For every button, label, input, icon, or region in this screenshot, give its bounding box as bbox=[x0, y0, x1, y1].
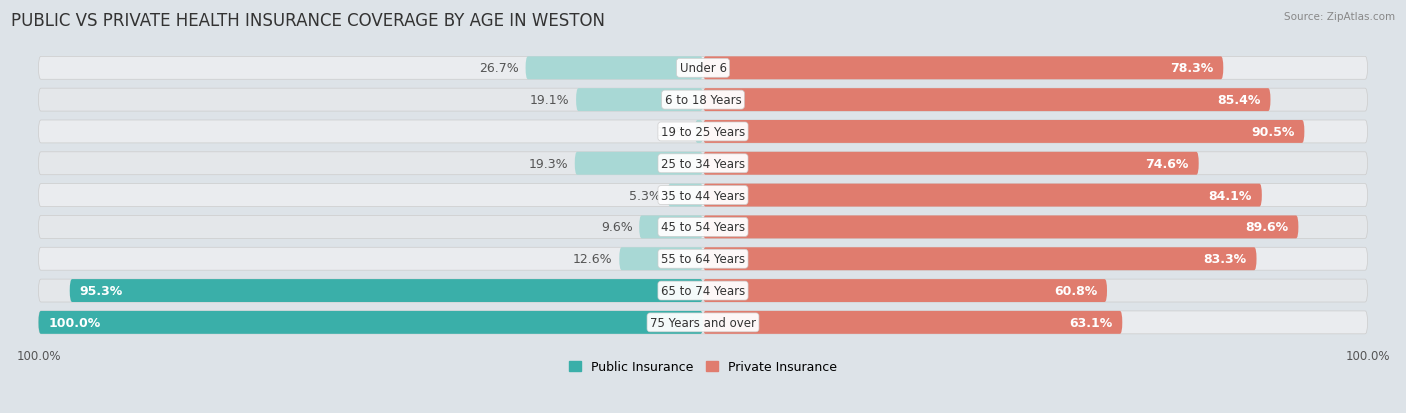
Legend: Public Insurance, Private Insurance: Public Insurance, Private Insurance bbox=[564, 355, 842, 378]
Text: 100.0%: 100.0% bbox=[48, 316, 101, 329]
Text: 35 to 44 Years: 35 to 44 Years bbox=[661, 189, 745, 202]
Text: 26.7%: 26.7% bbox=[479, 62, 519, 75]
FancyBboxPatch shape bbox=[703, 184, 1261, 207]
Text: 89.6%: 89.6% bbox=[1246, 221, 1288, 234]
FancyBboxPatch shape bbox=[526, 57, 703, 80]
FancyBboxPatch shape bbox=[38, 184, 1368, 207]
FancyBboxPatch shape bbox=[38, 311, 703, 334]
FancyBboxPatch shape bbox=[575, 152, 703, 175]
Text: 19.1%: 19.1% bbox=[530, 94, 569, 107]
Text: 55 to 64 Years: 55 to 64 Years bbox=[661, 253, 745, 266]
Text: 12.6%: 12.6% bbox=[574, 253, 613, 266]
FancyBboxPatch shape bbox=[38, 89, 1368, 112]
Text: 85.4%: 85.4% bbox=[1218, 94, 1261, 107]
FancyBboxPatch shape bbox=[703, 57, 1223, 80]
Text: PUBLIC VS PRIVATE HEALTH INSURANCE COVERAGE BY AGE IN WESTON: PUBLIC VS PRIVATE HEALTH INSURANCE COVER… bbox=[11, 12, 605, 30]
Text: 6 to 18 Years: 6 to 18 Years bbox=[665, 94, 741, 107]
Text: 1.2%: 1.2% bbox=[657, 126, 689, 139]
Text: 9.6%: 9.6% bbox=[600, 221, 633, 234]
FancyBboxPatch shape bbox=[703, 280, 1107, 302]
FancyBboxPatch shape bbox=[70, 280, 703, 302]
FancyBboxPatch shape bbox=[38, 152, 1368, 175]
FancyBboxPatch shape bbox=[38, 216, 1368, 239]
FancyBboxPatch shape bbox=[703, 152, 1199, 175]
Text: Source: ZipAtlas.com: Source: ZipAtlas.com bbox=[1284, 12, 1395, 22]
Text: 95.3%: 95.3% bbox=[80, 285, 122, 297]
FancyBboxPatch shape bbox=[619, 248, 703, 271]
FancyBboxPatch shape bbox=[38, 121, 1368, 144]
Text: 74.6%: 74.6% bbox=[1146, 157, 1188, 170]
Text: 45 to 54 Years: 45 to 54 Years bbox=[661, 221, 745, 234]
FancyBboxPatch shape bbox=[703, 121, 1305, 144]
FancyBboxPatch shape bbox=[38, 311, 1368, 334]
Text: 5.3%: 5.3% bbox=[630, 189, 661, 202]
Text: 90.5%: 90.5% bbox=[1251, 126, 1295, 139]
FancyBboxPatch shape bbox=[38, 280, 1368, 302]
FancyBboxPatch shape bbox=[576, 89, 703, 112]
FancyBboxPatch shape bbox=[38, 57, 1368, 80]
FancyBboxPatch shape bbox=[703, 89, 1271, 112]
Text: 19 to 25 Years: 19 to 25 Years bbox=[661, 126, 745, 139]
Text: 25 to 34 Years: 25 to 34 Years bbox=[661, 157, 745, 170]
Text: 78.3%: 78.3% bbox=[1170, 62, 1213, 75]
Text: 84.1%: 84.1% bbox=[1209, 189, 1251, 202]
Text: 65 to 74 Years: 65 to 74 Years bbox=[661, 285, 745, 297]
FancyBboxPatch shape bbox=[703, 216, 1298, 239]
Text: 83.3%: 83.3% bbox=[1204, 253, 1247, 266]
Text: 19.3%: 19.3% bbox=[529, 157, 568, 170]
FancyBboxPatch shape bbox=[38, 248, 1368, 271]
Text: 63.1%: 63.1% bbox=[1069, 316, 1112, 329]
Text: 75 Years and over: 75 Years and over bbox=[650, 316, 756, 329]
Text: Under 6: Under 6 bbox=[679, 62, 727, 75]
FancyBboxPatch shape bbox=[668, 184, 703, 207]
FancyBboxPatch shape bbox=[640, 216, 703, 239]
FancyBboxPatch shape bbox=[703, 248, 1257, 271]
FancyBboxPatch shape bbox=[703, 311, 1122, 334]
FancyBboxPatch shape bbox=[695, 121, 703, 144]
Text: 60.8%: 60.8% bbox=[1054, 285, 1097, 297]
